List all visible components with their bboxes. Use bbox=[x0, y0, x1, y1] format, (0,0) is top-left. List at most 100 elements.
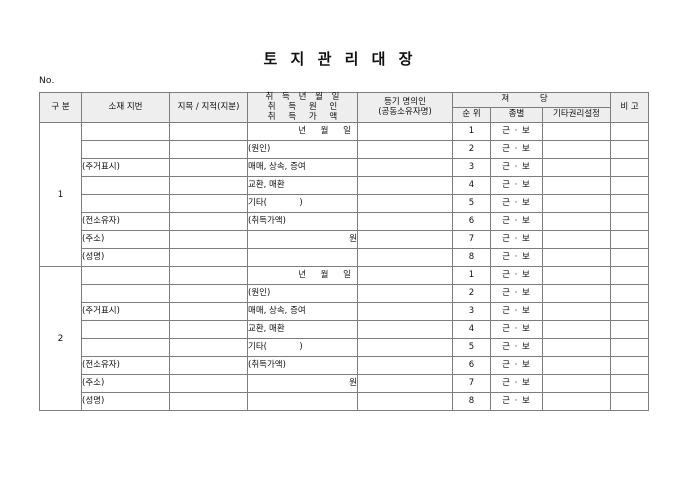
cell-registered-holder[interactable] bbox=[357, 230, 453, 250]
cell-registered-holder[interactable] bbox=[357, 140, 453, 160]
cell-registered-holder[interactable] bbox=[357, 320, 453, 340]
cell-category-area[interactable] bbox=[169, 320, 248, 340]
cell-registered-holder[interactable] bbox=[357, 122, 453, 142]
cell-registered-holder[interactable] bbox=[357, 194, 453, 214]
cell-location-lot[interactable] bbox=[81, 266, 170, 286]
cell-other-rights[interactable] bbox=[541, 356, 612, 376]
cell-mortgage-type[interactable]: 근 · 보 bbox=[490, 374, 543, 394]
cell-mortgage-rank[interactable]: 3 bbox=[452, 158, 491, 178]
cell-acquisition[interactable]: 기타( ) bbox=[247, 194, 358, 214]
cell-mortgage-type[interactable]: 근 · 보 bbox=[490, 158, 543, 178]
cell-location-lot[interactable]: (성명) bbox=[81, 392, 170, 412]
cell-mortgage-type[interactable]: 근 · 보 bbox=[490, 320, 543, 340]
cell-other-rights[interactable] bbox=[541, 374, 612, 394]
cell-category-area[interactable] bbox=[169, 140, 248, 160]
cell-mortgage-rank[interactable]: 6 bbox=[452, 356, 491, 376]
cell-mortgage-rank[interactable]: 7 bbox=[452, 230, 491, 250]
cell-registered-holder[interactable] bbox=[357, 266, 453, 286]
cell-location-lot[interactable]: (주소) bbox=[81, 230, 170, 250]
cell-mortgage-rank[interactable]: 8 bbox=[452, 392, 491, 412]
cell-location-lot[interactable]: (주거표시) bbox=[81, 158, 170, 178]
cell-mortgage-rank[interactable]: 6 bbox=[452, 212, 491, 232]
cell-mortgage-rank[interactable]: 7 bbox=[452, 374, 491, 394]
cell-mortgage-type[interactable]: 근 · 보 bbox=[490, 194, 543, 214]
cell-category-area[interactable] bbox=[169, 230, 248, 250]
cell-mortgage-type[interactable]: 근 · 보 bbox=[490, 230, 543, 250]
cell-acquisition[interactable]: (취득가액) bbox=[247, 212, 358, 232]
cell-acquisition[interactable]: (취득가액) bbox=[247, 356, 358, 376]
cell-remarks[interactable] bbox=[610, 194, 650, 214]
cell-acquisition[interactable]: 교환, 매환 bbox=[247, 320, 358, 340]
cell-acquisition[interactable]: 원 bbox=[247, 230, 358, 250]
cell-registered-holder[interactable] bbox=[357, 212, 453, 232]
cell-location-lot[interactable] bbox=[81, 320, 170, 340]
cell-registered-holder[interactable] bbox=[357, 176, 453, 196]
cell-location-lot[interactable] bbox=[81, 194, 170, 214]
cell-mortgage-rank[interactable]: 3 bbox=[452, 302, 491, 322]
cell-location-lot[interactable] bbox=[81, 284, 170, 304]
cell-other-rights[interactable] bbox=[541, 320, 612, 340]
cell-other-rights[interactable] bbox=[541, 140, 612, 160]
cell-remarks[interactable] bbox=[610, 338, 650, 358]
cell-category-area[interactable] bbox=[169, 248, 248, 268]
cell-other-rights[interactable] bbox=[541, 248, 612, 268]
cell-other-rights[interactable] bbox=[541, 176, 612, 196]
cell-mortgage-type[interactable]: 근 · 보 bbox=[490, 356, 543, 376]
cell-category-area[interactable] bbox=[169, 392, 248, 412]
cell-registered-holder[interactable] bbox=[357, 338, 453, 358]
cell-mortgage-rank[interactable]: 4 bbox=[452, 176, 491, 196]
cell-registered-holder[interactable] bbox=[357, 158, 453, 178]
cell-acquisition[interactable]: 년 월 일 bbox=[247, 122, 358, 142]
cell-mortgage-type[interactable]: 근 · 보 bbox=[490, 284, 543, 304]
cell-remarks[interactable] bbox=[610, 176, 650, 196]
cell-mortgage-type[interactable]: 근 · 보 bbox=[490, 338, 543, 358]
cell-remarks[interactable] bbox=[610, 122, 650, 142]
cell-other-rights[interactable] bbox=[541, 212, 612, 232]
cell-registered-holder[interactable] bbox=[357, 374, 453, 394]
cell-other-rights[interactable] bbox=[541, 284, 612, 304]
cell-category-area[interactable] bbox=[169, 284, 248, 304]
cell-other-rights[interactable] bbox=[541, 266, 612, 286]
cell-mortgage-type[interactable]: 근 · 보 bbox=[490, 266, 543, 286]
cell-remarks[interactable] bbox=[610, 356, 650, 376]
cell-registered-holder[interactable] bbox=[357, 284, 453, 304]
cell-location-lot[interactable]: (주거표시) bbox=[81, 302, 170, 322]
cell-category-area[interactable] bbox=[169, 266, 248, 286]
cell-category-area[interactable] bbox=[169, 374, 248, 394]
cell-remarks[interactable] bbox=[610, 158, 650, 178]
cell-acquisition[interactable]: 년 월 일 bbox=[247, 266, 358, 286]
cell-category-area[interactable] bbox=[169, 158, 248, 178]
cell-mortgage-rank[interactable]: 2 bbox=[452, 140, 491, 160]
cell-category-area[interactable] bbox=[169, 356, 248, 376]
cell-remarks[interactable] bbox=[610, 320, 650, 340]
cell-registered-holder[interactable] bbox=[357, 248, 453, 268]
cell-location-lot[interactable] bbox=[81, 338, 170, 358]
cell-registered-holder[interactable] bbox=[357, 356, 453, 376]
cell-other-rights[interactable] bbox=[541, 122, 612, 142]
cell-acquisition[interactable]: 교환, 매환 bbox=[247, 176, 358, 196]
cell-location-lot[interactable]: (전소유자) bbox=[81, 212, 170, 232]
cell-remarks[interactable] bbox=[610, 140, 650, 160]
cell-category-area[interactable] bbox=[169, 176, 248, 196]
cell-mortgage-rank[interactable]: 1 bbox=[452, 122, 491, 142]
cell-remarks[interactable] bbox=[610, 248, 650, 268]
cell-registered-holder[interactable] bbox=[357, 302, 453, 322]
cell-category-area[interactable] bbox=[169, 122, 248, 142]
cell-other-rights[interactable] bbox=[541, 392, 612, 412]
cell-mortgage-rank[interactable]: 4 bbox=[452, 320, 491, 340]
cell-other-rights[interactable] bbox=[541, 302, 612, 322]
cell-remarks[interactable] bbox=[610, 212, 650, 232]
cell-category-area[interactable] bbox=[169, 338, 248, 358]
cell-category-area[interactable] bbox=[169, 212, 248, 232]
cell-acquisition[interactable]: 기타( ) bbox=[247, 338, 358, 358]
cell-other-rights[interactable] bbox=[541, 158, 612, 178]
cell-acquisition[interactable]: 매매, 상속, 증여 bbox=[247, 302, 358, 322]
cell-acquisition[interactable] bbox=[247, 392, 358, 412]
cell-mortgage-type[interactable]: 근 · 보 bbox=[490, 140, 543, 160]
cell-location-lot[interactable]: (전소유자) bbox=[81, 356, 170, 376]
cell-other-rights[interactable] bbox=[541, 194, 612, 214]
cell-category-area[interactable] bbox=[169, 302, 248, 322]
cell-acquisition[interactable]: (원인) bbox=[247, 284, 358, 304]
cell-registered-holder[interactable] bbox=[357, 392, 453, 412]
cell-remarks[interactable] bbox=[610, 392, 650, 412]
